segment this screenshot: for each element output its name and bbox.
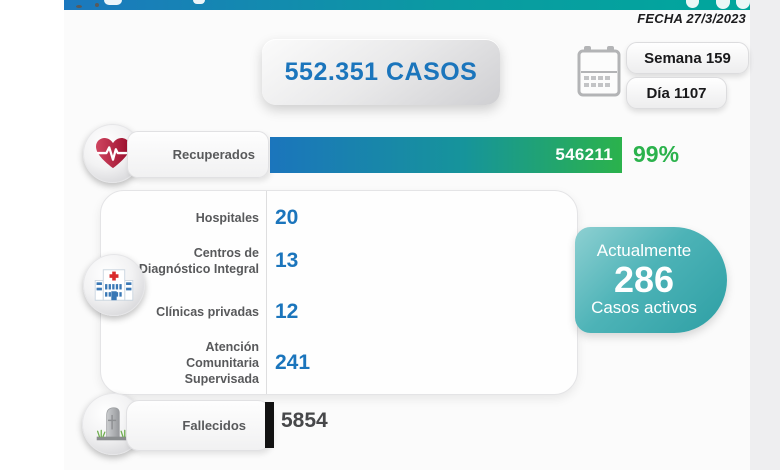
calendar-icon xyxy=(577,45,621,103)
panel-divider xyxy=(266,191,267,394)
recovered-percent: 99% xyxy=(633,141,680,167)
recovered-value: 546211 xyxy=(555,145,613,164)
row-value: 20 xyxy=(275,206,299,229)
row-value: 12 xyxy=(275,300,299,323)
row-label: Centros de Diagnóstico Integral xyxy=(138,245,259,276)
figures-logo-fragment-icon xyxy=(736,0,750,9)
recovered-progress-bar: 546211 xyxy=(270,137,622,173)
recovered-label: Recuperados xyxy=(172,147,255,162)
total-cases-box: 552.351 CASOS xyxy=(262,39,500,105)
deaths-mini-bar xyxy=(265,402,274,448)
active-cases-box: Actualmente 286 Casos activos xyxy=(575,227,727,333)
hospital-icon xyxy=(83,254,145,316)
cropped-mark xyxy=(76,5,82,8)
week-badge: Semana 159 xyxy=(626,42,749,74)
date-label: FECHA 27/3/2023 xyxy=(637,11,746,26)
total-cases-value: 552.351 CASOS xyxy=(284,57,478,86)
breakdown-row-cdi: Centros de Diagnóstico Integral 13 xyxy=(101,241,421,281)
top-banner xyxy=(64,0,750,10)
left-margin xyxy=(0,0,64,470)
breakdown-row-clinicas: Clínicas privadas 12 xyxy=(101,297,421,327)
active-value: 286 xyxy=(613,259,675,301)
day-badge: Día 1107 xyxy=(626,77,727,109)
day-label: Día 1107 xyxy=(646,84,707,102)
deaths-value: 5854 xyxy=(281,409,328,432)
virus-logo-fragment-icon xyxy=(686,0,699,8)
row-label: Hospitales xyxy=(195,210,259,225)
breakdown-row-acs: Atención Comunitaria Supervisada 241 xyxy=(101,337,421,389)
deaths-label-box: Fallecidos xyxy=(126,400,271,451)
deaths-label: Fallecidos xyxy=(182,418,246,433)
right-margin xyxy=(750,0,780,470)
row-value: 241 xyxy=(275,351,311,374)
recovered-label-box: Recuperados xyxy=(127,131,269,178)
logo-fragment-icon xyxy=(104,0,122,5)
row-label: Atención Comunitaria Supervisada xyxy=(184,339,259,387)
cropped-mark xyxy=(95,3,99,7)
row-value: 13 xyxy=(275,249,299,272)
logo-fragment-icon xyxy=(193,0,205,4)
figures-logo-fragment-icon xyxy=(716,0,730,9)
active-line1: Actualmente xyxy=(596,241,692,261)
week-label: Semana 159 xyxy=(644,49,731,67)
row-label: Clínicas privadas xyxy=(156,304,259,319)
active-breakdown-panel: Hospitales 20 Centros de Diagnóstico Int… xyxy=(100,190,578,395)
breakdown-row-hospitales: Hospitales 20 xyxy=(101,203,421,233)
active-line2: Casos activos xyxy=(591,297,697,317)
